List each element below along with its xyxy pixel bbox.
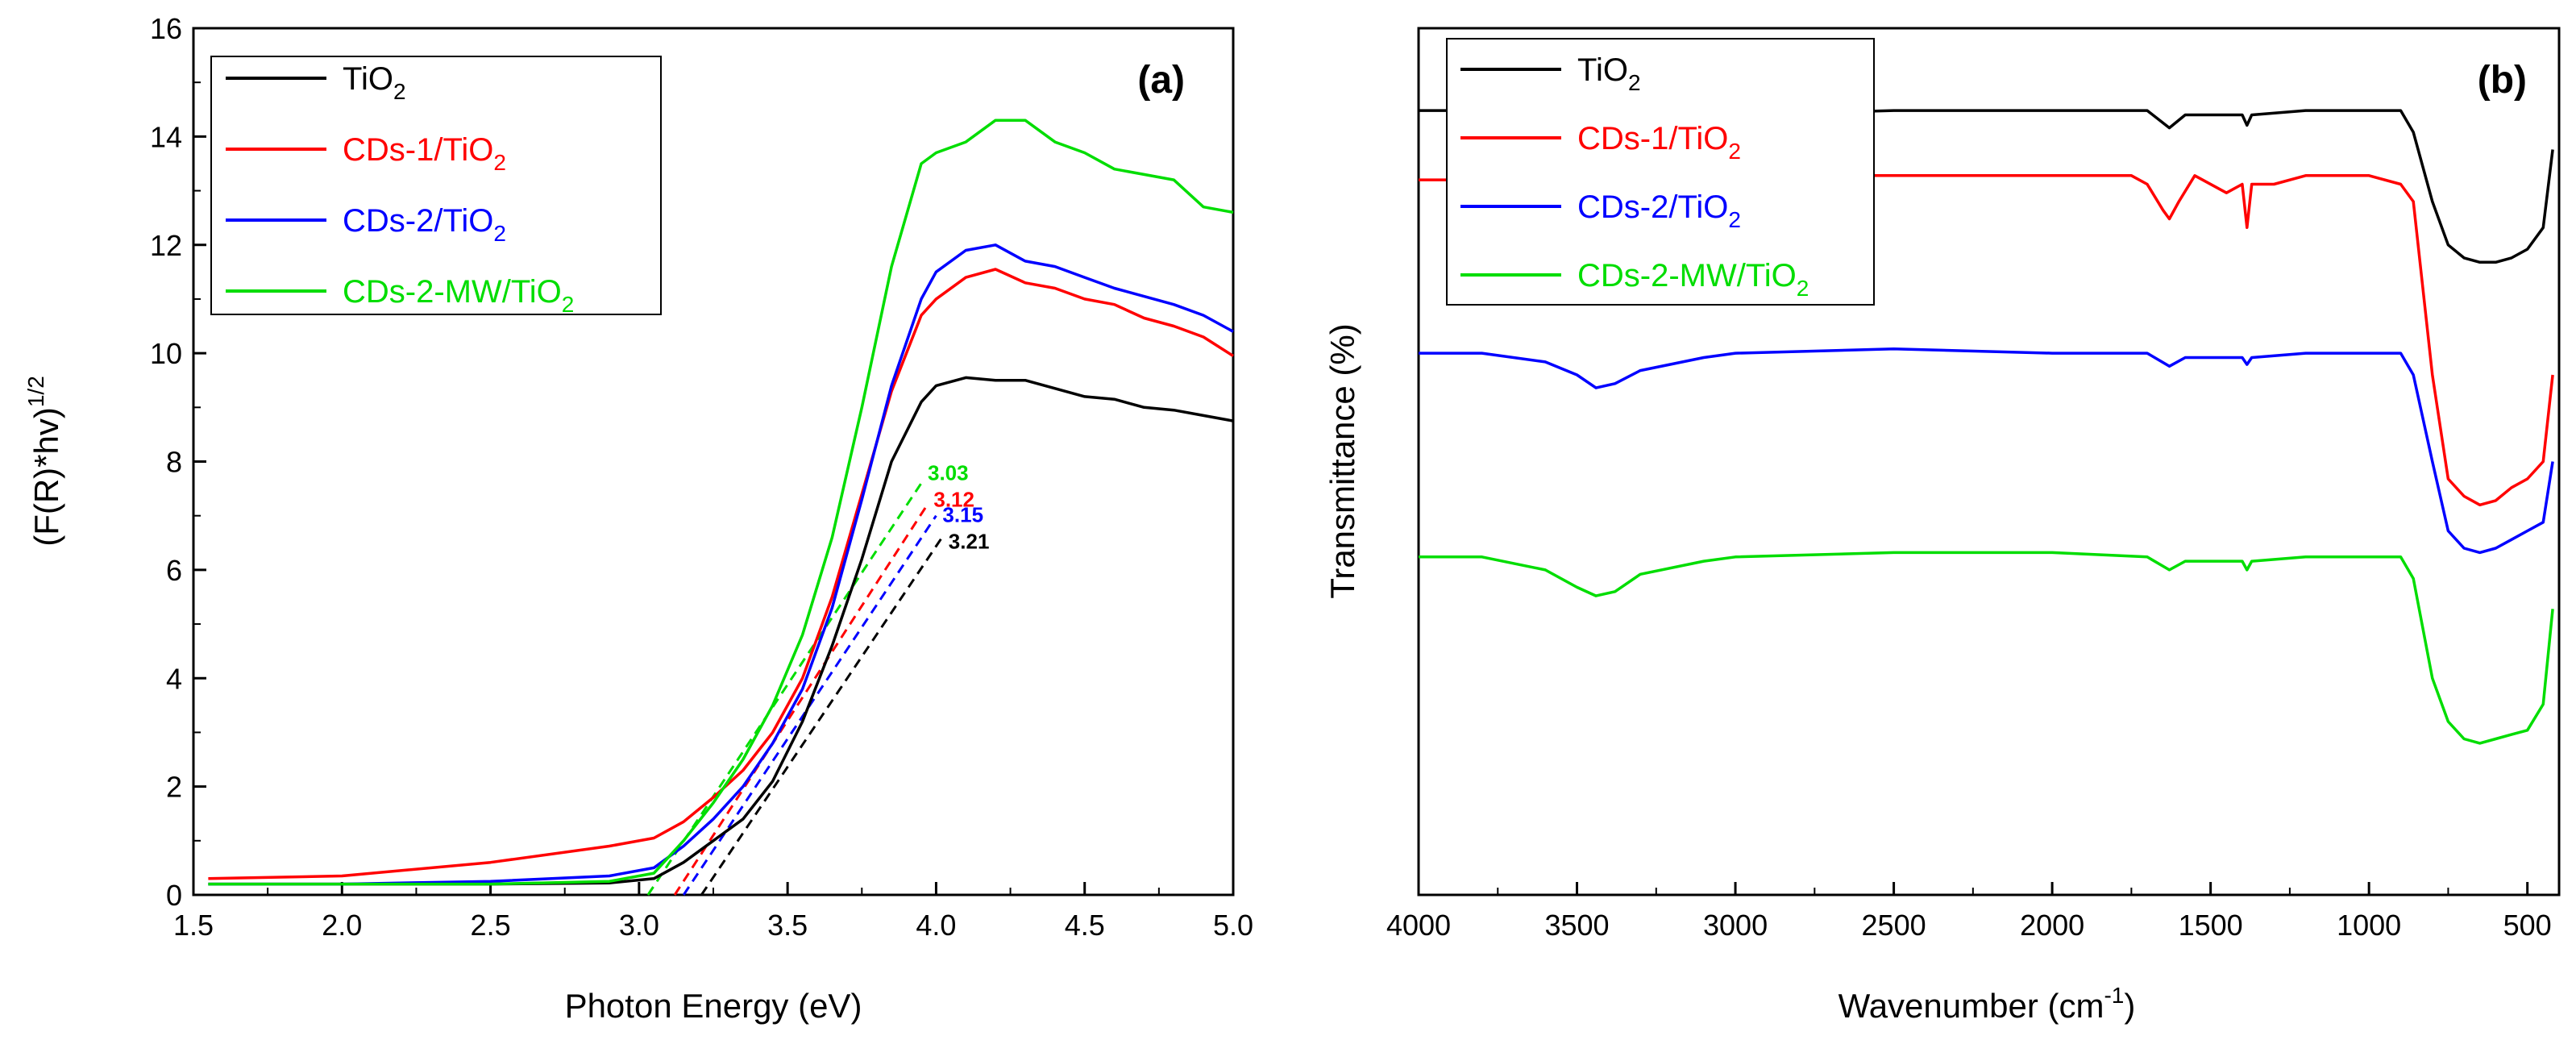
legend-label-2: CDs-1/TiO2 bbox=[343, 132, 506, 175]
x-tick-label: 4000 bbox=[1386, 909, 1451, 942]
y-axis-label-main-a: (F(R)*hv) bbox=[27, 407, 65, 547]
x-axis-label-main-b: Wavenumber (cm bbox=[1839, 987, 2104, 1025]
legend-label-sub: 2 bbox=[493, 150, 506, 175]
legend-label-sub: 2 bbox=[1628, 70, 1641, 95]
legend-label-sub: 2 bbox=[562, 292, 575, 317]
tangent-label-2: 3.12 bbox=[933, 487, 974, 511]
x-axis-label-b: Wavenumber (cm-1) bbox=[1839, 983, 2136, 1025]
series-line-1 bbox=[208, 376, 1234, 886]
panel-b: 4000 3500 3000 2500 2000 1500 1000 500 (b) Wave… bbox=[1323, 27, 2561, 1025]
y-tick-label: 6 bbox=[166, 554, 182, 587]
x-tick-label: 1500 bbox=[2179, 909, 2243, 942]
legend-label-main: CDs-1/TiO bbox=[1577, 121, 1728, 156]
x-tick-label: 1.5 bbox=[173, 909, 214, 942]
y-tick-label: 10 bbox=[150, 337, 182, 370]
legend-label-main: TiO bbox=[343, 61, 393, 97]
plot-frame-b bbox=[1417, 27, 2561, 896]
y-axis-label-b: Transmittance (%) bbox=[1323, 323, 1361, 599]
x-tick-label: 500 bbox=[2503, 909, 2552, 942]
series-line-3 bbox=[1419, 347, 2554, 555]
x-tick-label: 3.0 bbox=[619, 909, 659, 942]
y-axis-label-sup-a: 1/2 bbox=[23, 376, 48, 407]
x-tick-label: 4.5 bbox=[1065, 909, 1105, 942]
axis-ticks-a: 1.5 2.0 2.5 3.0 3.5 4.0 4.5 5.0 0 2 4 6 8 10 12 14 16 bbox=[150, 12, 1253, 942]
legend-label-main: CDs-1/TiO bbox=[343, 132, 493, 168]
legend-label-1: TiO2 bbox=[1577, 52, 1641, 95]
x-tick-label: 5.0 bbox=[1213, 909, 1253, 942]
legend-label-main: CDs-2/TiO bbox=[1577, 189, 1728, 225]
x-tick-label: 2000 bbox=[2020, 909, 2084, 942]
x-tick-label: 1000 bbox=[2337, 909, 2401, 942]
legend-label-main: TiO bbox=[1577, 52, 1628, 88]
x-axis-label-a: Photon Energy (eV) bbox=[565, 987, 862, 1025]
legend-label-main: CDs-2-MW/TiO bbox=[343, 274, 562, 310]
legend-label-main: CDs-2/TiO bbox=[343, 203, 493, 239]
tangent-label-4: 3.21 bbox=[949, 530, 990, 554]
legend-box-a bbox=[210, 56, 662, 315]
series-line-4 bbox=[208, 119, 1234, 886]
tangent-label-3: 3.15 bbox=[942, 503, 983, 527]
legend-label-sub: 2 bbox=[1728, 139, 1741, 164]
axis-ticks-b: 4000 3500 3000 2500 2000 1500 1000 500 bbox=[1386, 882, 2552, 942]
y-tick-label: 0 bbox=[166, 879, 182, 912]
legend-label-main: CDs-2-MW/TiO bbox=[1577, 258, 1797, 293]
x-tick-label: 4.0 bbox=[916, 909, 956, 942]
y-tick-label: 8 bbox=[166, 446, 182, 479]
series-line-4 bbox=[1419, 551, 2554, 745]
legend-label-sub: 2 bbox=[493, 221, 506, 246]
legend-label-3: CDs-2/TiO2 bbox=[343, 203, 506, 246]
panel-label-b: (b) bbox=[2478, 59, 2527, 102]
legend-label-sub: 2 bbox=[1797, 276, 1809, 301]
series-lines-a bbox=[208, 119, 1234, 886]
legend-label-1: TiO2 bbox=[343, 61, 406, 104]
y-tick-label: 4 bbox=[166, 662, 182, 695]
y-tick-label: 12 bbox=[150, 229, 182, 262]
tangent-label-1: 3.03 bbox=[928, 460, 969, 485]
legend-label-3: CDs-2/TiO2 bbox=[1577, 189, 1741, 232]
tangent-line-2 bbox=[673, 504, 929, 896]
y-tick-label: 2 bbox=[166, 771, 182, 804]
legend-label-4: CDs-2-MW/TiO2 bbox=[1577, 258, 1809, 301]
y-tick-label: 14 bbox=[150, 120, 182, 153]
x-tick-label: 3.5 bbox=[767, 909, 808, 942]
x-tick-label: 3500 bbox=[1544, 909, 1609, 942]
tangent-line-4 bbox=[700, 536, 944, 896]
x-tick-label: 2.0 bbox=[322, 909, 362, 942]
panel-label-a: (a) bbox=[1137, 59, 1185, 102]
legend-label-2: CDs-1/TiO2 bbox=[1577, 121, 1741, 164]
series-line-3 bbox=[208, 243, 1234, 886]
tangent-labels-a: 3.033.123.15 3.21 bbox=[928, 460, 989, 553]
legend-label-4: CDs-2-MW/TiO2 bbox=[343, 274, 574, 317]
legend-label-sub: 2 bbox=[1728, 207, 1741, 232]
x-tick-label: 3000 bbox=[1703, 909, 1768, 942]
y-tick-label: 16 bbox=[150, 12, 182, 45]
legend-label-sub: 2 bbox=[393, 79, 406, 104]
x-tick-label: 2.5 bbox=[471, 909, 511, 942]
panel-a: 1.5 2.0 2.5 3.0 3.5 4.0 4.5 5.0 0 2 4 6 8 10 12 14 16 (a… bbox=[23, 12, 1253, 1025]
x-axis-label-sup-b: -1 bbox=[2104, 983, 2124, 1008]
y-axis-label-a: (F(R)*hv)1/2 bbox=[23, 376, 65, 547]
legend-box-b bbox=[1446, 38, 1875, 306]
x-axis-label-end-b: ) bbox=[2124, 987, 2135, 1025]
x-tick-label: 2500 bbox=[1862, 909, 1926, 942]
